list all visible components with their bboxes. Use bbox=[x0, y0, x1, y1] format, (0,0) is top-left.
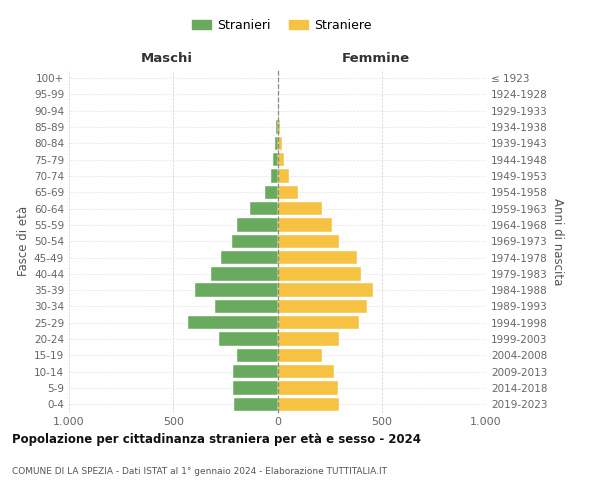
Bar bbox=[277, 218, 332, 232]
Bar bbox=[233, 365, 277, 378]
Legend: Stranieri, Straniere: Stranieri, Straniere bbox=[187, 14, 377, 37]
Bar bbox=[277, 332, 339, 346]
Bar bbox=[195, 284, 277, 297]
Bar bbox=[277, 153, 284, 166]
Bar bbox=[277, 316, 359, 330]
Text: Maschi: Maschi bbox=[141, 52, 193, 65]
Bar bbox=[277, 284, 373, 297]
Bar bbox=[277, 202, 322, 215]
Bar bbox=[277, 382, 338, 394]
Text: Popolazione per cittadinanza straniera per età e sesso - 2024: Popolazione per cittadinanza straniera p… bbox=[12, 432, 421, 446]
Bar bbox=[277, 267, 361, 280]
Bar bbox=[233, 382, 277, 394]
Bar bbox=[277, 234, 339, 248]
Bar bbox=[219, 332, 277, 346]
Bar bbox=[277, 365, 334, 378]
Y-axis label: Anni di nascita: Anni di nascita bbox=[551, 198, 564, 285]
Bar bbox=[274, 153, 277, 166]
Bar bbox=[211, 267, 277, 280]
Text: Femmine: Femmine bbox=[341, 52, 410, 65]
Bar bbox=[250, 202, 277, 215]
Bar bbox=[277, 170, 289, 182]
Bar bbox=[215, 300, 277, 313]
Bar bbox=[277, 186, 298, 199]
Bar bbox=[237, 218, 277, 232]
Bar bbox=[271, 170, 277, 182]
Bar bbox=[232, 234, 277, 248]
Bar bbox=[234, 398, 277, 411]
Bar bbox=[277, 104, 278, 118]
Bar bbox=[277, 120, 280, 134]
Bar bbox=[277, 348, 322, 362]
Bar bbox=[277, 136, 281, 150]
Bar bbox=[277, 398, 339, 411]
Bar bbox=[277, 300, 367, 313]
Bar bbox=[265, 186, 277, 199]
Bar bbox=[275, 136, 277, 150]
Bar bbox=[237, 348, 277, 362]
Bar bbox=[277, 251, 357, 264]
Y-axis label: Fasce di età: Fasce di età bbox=[17, 206, 30, 276]
Bar bbox=[188, 316, 277, 330]
Text: COMUNE DI LA SPEZIA - Dati ISTAT al 1° gennaio 2024 - Elaborazione TUTTITALIA.IT: COMUNE DI LA SPEZIA - Dati ISTAT al 1° g… bbox=[12, 468, 387, 476]
Bar bbox=[221, 251, 277, 264]
